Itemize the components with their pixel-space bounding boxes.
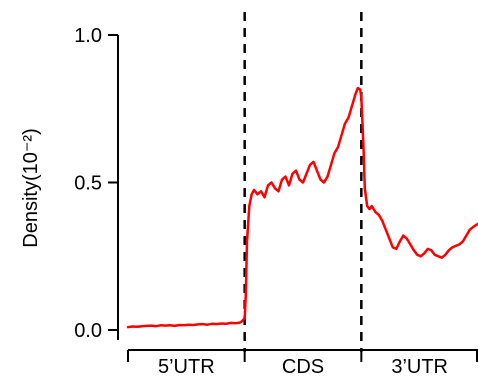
region-labels: 5’UTR CDS 3’UTR	[158, 356, 448, 378]
region-label-0: 5’UTR	[158, 356, 215, 378]
region-label-2: 3’UTR	[391, 356, 448, 378]
region-axis: 5’UTR CDS 3’UTR	[127, 349, 478, 378]
y-axis-label: Density(10⁻²)	[20, 128, 42, 247]
region-dividers	[243, 12, 363, 352]
y-tick-label-0: 0.0	[74, 320, 102, 342]
y-ticks: 0.0 0.5 1.0	[74, 25, 118, 342]
region-label-1: CDS	[282, 356, 324, 378]
series-group	[126, 86, 478, 329]
y-tick-label-2: 1.0	[74, 25, 102, 47]
y-tick-label-1: 0.5	[74, 173, 102, 195]
series-line-0	[126, 86, 478, 329]
y-axis: 0.0 0.5 1.0 Density(10⁻²)	[20, 25, 119, 342]
